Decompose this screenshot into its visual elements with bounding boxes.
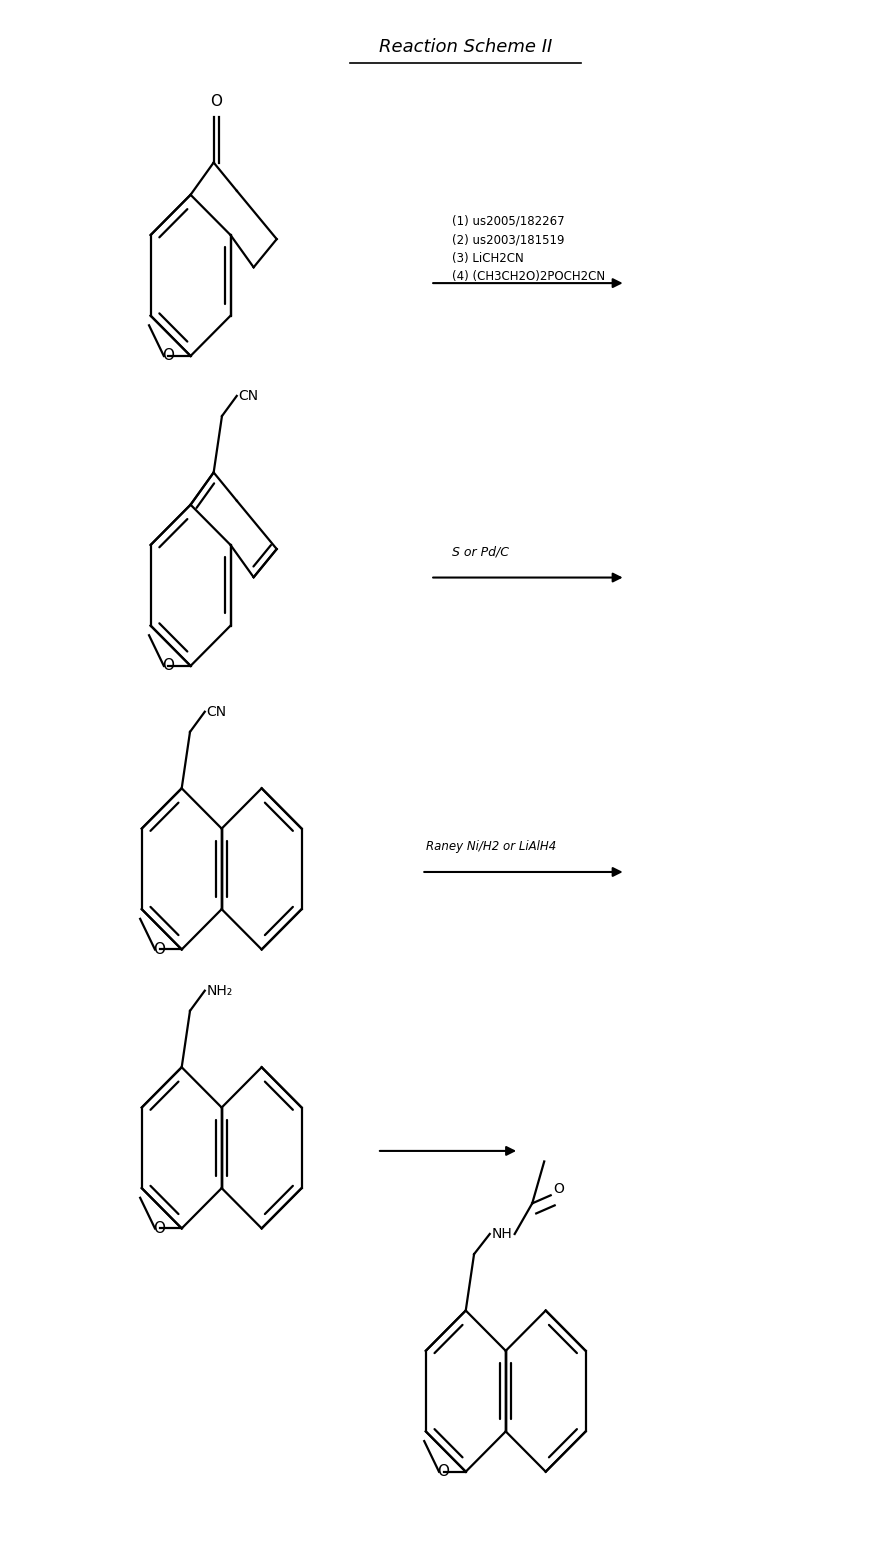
Text: NH: NH: [492, 1228, 513, 1242]
Text: CN: CN: [207, 704, 227, 718]
Text: NH₂: NH₂: [207, 983, 233, 997]
Text: CN: CN: [238, 390, 259, 404]
Text: O: O: [153, 1221, 166, 1235]
Text: Raney Ni/H2 or LiAlH4: Raney Ni/H2 or LiAlH4: [426, 840, 556, 854]
Text: O: O: [162, 659, 175, 673]
Text: S or Pd/C: S or Pd/C: [452, 545, 510, 559]
Text: O: O: [554, 1183, 564, 1197]
Text: (1) us2005/182267
(2) us2003/181519
(3) LiCH2CN
(4) (CH3CH2O)2POCH2CN: (1) us2005/182267 (2) us2003/181519 (3) …: [452, 215, 606, 284]
Text: O: O: [153, 943, 166, 957]
Text: Reaction Scheme II: Reaction Scheme II: [379, 39, 552, 56]
Text: O: O: [437, 1465, 450, 1479]
Text: O: O: [162, 349, 175, 363]
Text: O: O: [211, 95, 222, 109]
